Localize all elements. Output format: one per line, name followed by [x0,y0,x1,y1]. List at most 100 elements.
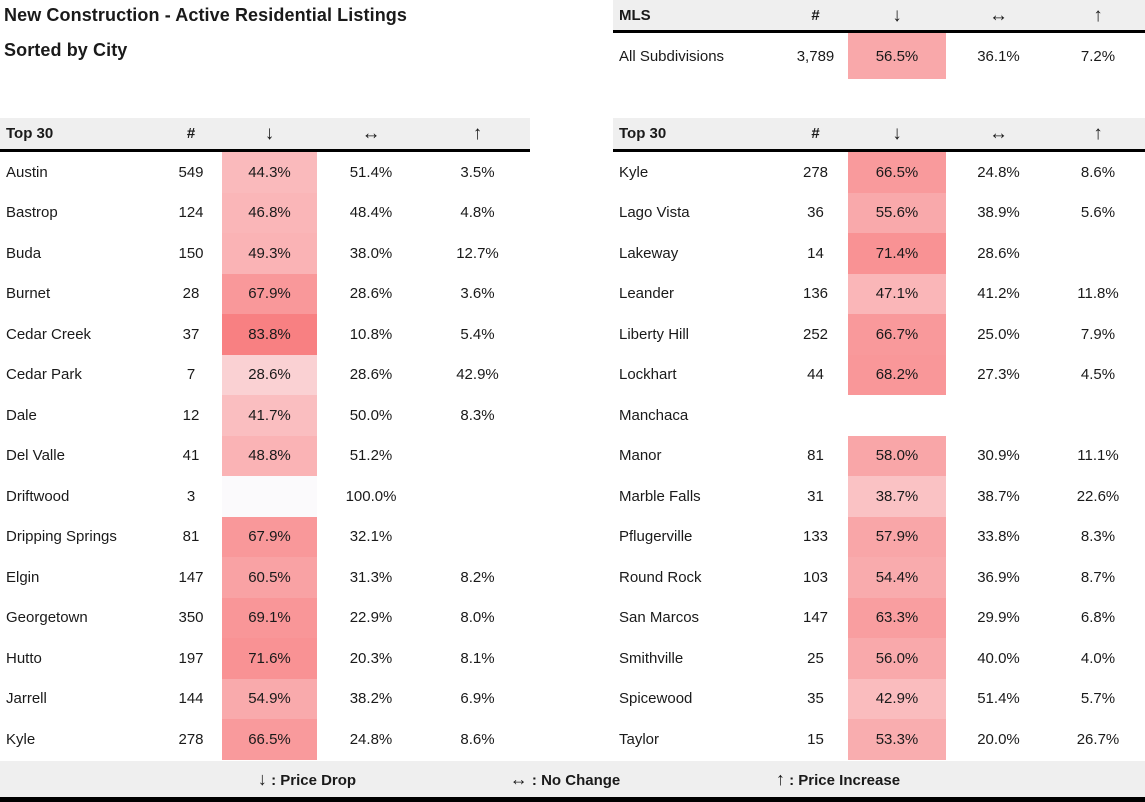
drop-pct-cell: 83.8% [222,314,317,355]
table-row: Jarrell 144 54.9% 38.2% 6.9% [0,678,530,719]
nochange-pct-cell: 41.2% [977,285,1020,303]
nochange-pct-cell: 24.8% [977,163,1020,181]
col-header-top30: Top 30 [619,125,667,142]
up-arrow-icon: ↑ [472,123,483,144]
count-cell: 35 [807,690,824,708]
down-arrow-icon: ↓ [892,123,902,144]
increase-pct-cell: 5.6% [1080,204,1116,222]
table-row: Burnet 28 67.9% 28.6% 3.6% [0,273,530,314]
table-row: Dripping Springs 81 67.9% 32.1% [0,516,530,558]
drop-pct-cell: 55.6% [848,192,946,233]
count-cell: 147 [178,568,204,586]
nochange-pct-cell: 25.0% [977,325,1020,343]
count-cell: 197 [178,649,204,667]
city-cell: Round Rock [619,568,702,586]
table-row: Leander 136 47.1% 41.2% 11.8% [613,273,1145,314]
table-row: Marble Falls 31 38.7% 38.7% 22.6% [613,476,1145,517]
count-cell: 44 [807,366,824,384]
drop-pct-cell: 56.5% [848,33,946,79]
city-cell: Kyle [619,163,649,181]
drop-pct-cell [848,395,946,436]
count-cell: 133 [802,528,829,546]
city-cell: Austin [6,163,48,181]
table-row: Cedar Park 7 28.6% 28.6% 42.9% [0,354,530,395]
count-cell: 3,789 [796,47,835,65]
count-cell: 103 [802,568,829,586]
down-arrow-icon: ↓ [892,4,902,26]
drop-pct-cell: 54.4% [848,557,946,598]
table-row: Austin 549 44.3% 51.4% 3.5% [0,152,530,193]
down-arrow-icon: ↓ [264,123,275,144]
left-right-arrow-icon: ↔ [989,123,1008,144]
count-cell: 278 [178,730,204,748]
legend-arrow-icon: ↓ [257,769,267,789]
drop-pct-cell: 68.2% [848,354,946,395]
drop-pct-cell: 67.9% [222,273,317,314]
drop-pct-cell: 56.0% [848,638,946,679]
up-arrow-icon: ↑ [1093,123,1103,144]
table-row: Hutto 197 71.6% 20.3% 8.1% [0,638,530,679]
table-row: Elgin 147 60.5% 31.3% 8.2% [0,557,530,598]
right-table-body: Kyle 278 66.5% 24.8% 8.6% Lago Vista 36 55.6% 38… [613,152,1145,760]
increase-pct-cell: 4.5% [1080,366,1116,384]
drop-pct-cell: 46.8% [222,192,317,233]
drop-pct-cell: 44.3% [222,152,317,193]
increase-pct-cell: 8.2% [460,568,495,586]
nochange-pct-cell: 28.6% [349,366,393,384]
legend-bar: ↓ : Price Drop ↔ : No Change ↑ : Price Inc… [0,761,1145,797]
city-cell: Liberty Hill [619,325,690,343]
nochange-pct-cell: 50.0% [349,406,393,424]
nochange-pct-cell: 48.4% [349,204,393,222]
drop-pct-cell: 71.4% [848,233,946,274]
mls-table: MLS # ↓ ↔ ↑ All Subdivisions 3,789 56.5% 36… [613,0,1145,79]
table-row: Buda 150 49.3% 38.0% 12.7% [0,233,530,274]
left-right-arrow-icon: ↔ [361,123,381,144]
increase-pct-cell: 42.9% [456,366,499,384]
table-row: All Subdivisions 3,789 56.5% 36.1% 7.2% [613,33,1145,79]
nochange-pct-cell: 30.9% [977,447,1020,465]
increase-pct-cell [425,517,530,558]
col-header-count: # [186,125,196,142]
table-row: Bastrop 124 46.8% 48.4% 4.8% [0,192,530,233]
table-row: Dale 12 41.7% 50.0% 8.3% [0,395,530,436]
nochange-pct-cell: 28.6% [349,285,393,303]
count-cell: 37 [182,325,200,343]
nochange-pct-cell: 38.9% [977,204,1020,222]
nochange-pct-cell: 38.2% [349,690,393,708]
col-header-count: # [811,6,820,24]
nochange-pct-cell: 27.3% [977,366,1020,384]
drop-pct-cell: 48.8% [222,435,317,476]
city-cell: Del Valle [6,447,65,465]
table-row: San Marcos 147 63.3% 29.9% 6.8% [613,597,1145,638]
table-row: Driftwood 3 100.0% [0,476,530,517]
count-cell: 144 [178,690,204,708]
city-cell: Manchaca [619,406,689,424]
increase-pct-cell: 8.7% [1080,568,1116,586]
legend-item-0: ↓ : Price Drop [257,769,357,789]
nochange-pct-cell: 51.2% [349,447,393,465]
drop-pct-cell: 57.9% [848,516,946,557]
increase-pct-cell: 8.1% [460,649,495,667]
city-cell: Pflugerville [619,528,693,546]
nochange-pct-cell: 22.9% [349,609,393,627]
increase-pct-cell: 5.4% [460,325,495,343]
page-subtitle: Sorted by City [4,40,128,60]
increase-pct-cell: 12.7% [456,244,499,262]
nochange-pct-cell: 51.4% [977,690,1020,708]
nochange-pct-cell: 36.9% [977,568,1020,586]
table-row: Lockhart 44 68.2% 27.3% 4.5% [613,354,1145,395]
increase-pct-cell: 6.8% [1080,609,1116,627]
increase-pct-cell: 22.6% [1076,487,1120,505]
increase-pct-cell: 8.6% [460,730,495,748]
count-cell: 25 [807,649,824,667]
increase-pct-cell: 4.8% [460,204,495,222]
table-row: Taylor 15 53.3% 20.0% 26.7% [613,719,1145,760]
table-row: Smithville 25 56.0% 40.0% 4.0% [613,638,1145,679]
drop-pct-cell: 60.5% [222,557,317,598]
city-cell: Smithville [619,649,684,667]
city-cell: Hutto [6,649,42,667]
table-row: Lago Vista 36 55.6% 38.9% 5.6% [613,192,1145,233]
bottom-border [0,797,1145,802]
count-cell: 549 [178,163,204,181]
count-cell: 41 [182,447,200,465]
